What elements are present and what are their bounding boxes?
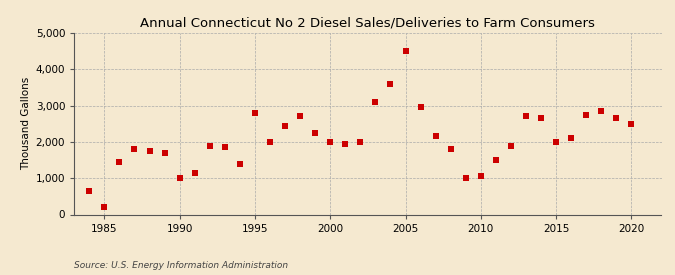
Point: [265, 140, 275, 144]
Point: [475, 174, 486, 178]
Text: Source: U.S. Energy Information Administration: Source: U.S. Energy Information Administ…: [74, 260, 288, 270]
Point: [446, 147, 456, 151]
Point: [189, 170, 200, 175]
Point: [415, 105, 426, 110]
Point: [596, 109, 607, 113]
Point: [340, 142, 351, 146]
Point: [174, 176, 185, 180]
Point: [400, 49, 411, 53]
Title: Annual Connecticut No 2 Diesel Sales/Deliveries to Farm Consumers: Annual Connecticut No 2 Diesel Sales/Del…: [140, 16, 595, 29]
Point: [219, 145, 230, 150]
Point: [580, 112, 591, 117]
Point: [506, 143, 516, 148]
Point: [250, 111, 261, 115]
Point: [205, 143, 215, 148]
Point: [234, 161, 245, 166]
Point: [536, 116, 547, 120]
Point: [295, 114, 306, 119]
Point: [310, 131, 321, 135]
Point: [355, 140, 366, 144]
Point: [626, 122, 637, 126]
Point: [566, 136, 576, 141]
Point: [491, 158, 502, 162]
Point: [114, 160, 125, 164]
Point: [385, 82, 396, 86]
Point: [84, 189, 95, 193]
Point: [520, 114, 531, 119]
Point: [144, 149, 155, 153]
Y-axis label: Thousand Gallons: Thousand Gallons: [22, 77, 32, 170]
Point: [99, 205, 110, 210]
Point: [325, 140, 335, 144]
Point: [279, 123, 290, 128]
Point: [460, 176, 471, 180]
Point: [370, 100, 381, 104]
Point: [551, 140, 562, 144]
Point: [430, 134, 441, 139]
Point: [129, 147, 140, 151]
Point: [611, 116, 622, 120]
Point: [159, 151, 170, 155]
